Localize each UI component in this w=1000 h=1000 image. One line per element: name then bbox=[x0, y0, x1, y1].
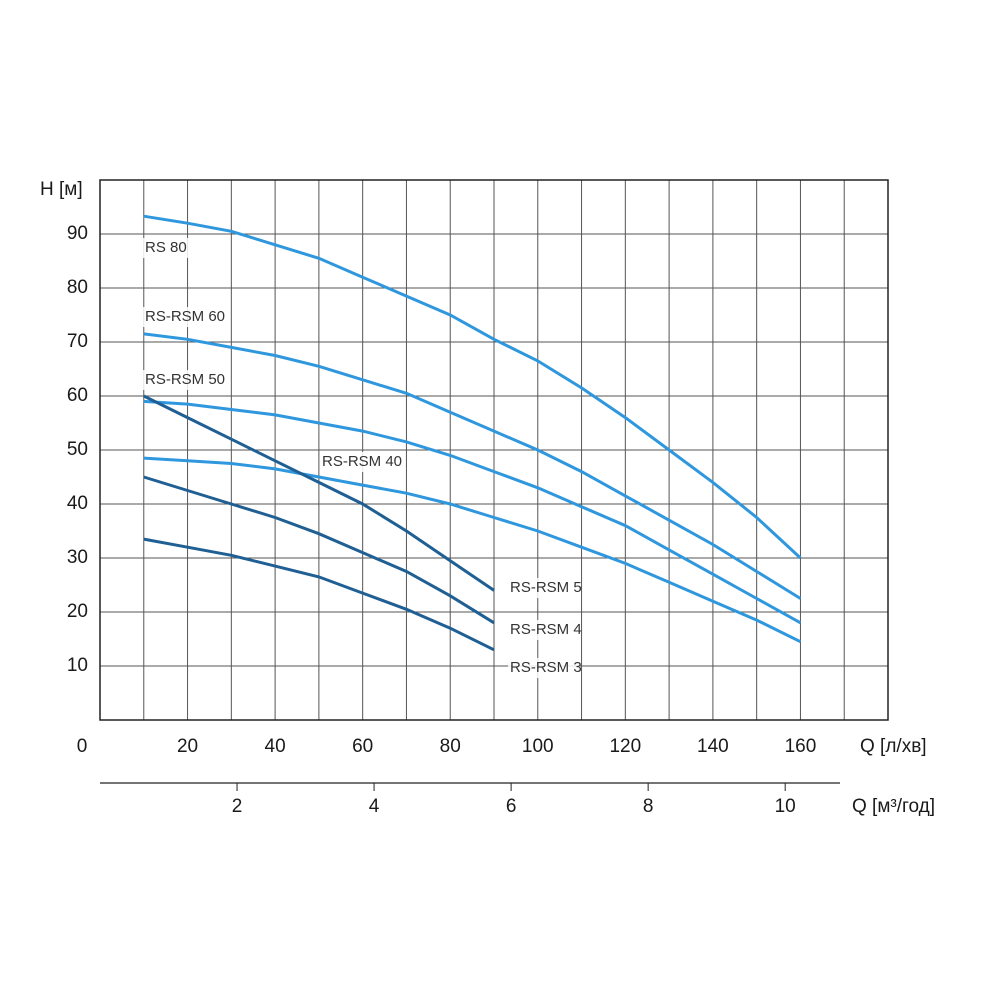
x2-tick-label: 4 bbox=[369, 796, 380, 817]
series-label: RS-RSM 4 bbox=[510, 621, 582, 638]
y-tick-label: 40 bbox=[67, 493, 88, 514]
series-label-bg bbox=[320, 452, 401, 472]
series-label-bg bbox=[143, 370, 224, 390]
series-label: RS 80 bbox=[145, 239, 187, 256]
series-label: RS-RSM 5 bbox=[510, 579, 582, 596]
series-label: RS-RSM 50 bbox=[145, 371, 225, 388]
plot-frame bbox=[99, 179, 889, 721]
x-tick-label: 80 bbox=[440, 736, 461, 757]
y-tick-label: 60 bbox=[67, 385, 88, 406]
series-line bbox=[143, 475, 495, 625]
series-line bbox=[143, 214, 802, 560]
x2-tick-label: 2 bbox=[232, 796, 243, 817]
series-line bbox=[143, 332, 802, 600]
x-tick-label: 60 bbox=[352, 736, 373, 757]
x-axis-label: Q [л/хв] bbox=[860, 736, 927, 757]
x-tick-label: 40 bbox=[265, 736, 286, 757]
y-tick-label: 50 bbox=[67, 439, 88, 460]
series-label-bg bbox=[143, 307, 224, 327]
series-line bbox=[143, 456, 802, 644]
series-label-bg bbox=[508, 658, 580, 678]
x-tick-label: 120 bbox=[609, 736, 641, 757]
series-label: RS-RSM 3 bbox=[510, 659, 582, 676]
y-tick-label: 20 bbox=[67, 601, 88, 622]
x-tick-label: 0 bbox=[77, 736, 88, 757]
y-tick-label: 80 bbox=[67, 277, 88, 298]
y-tick-label: 10 bbox=[67, 655, 88, 676]
series-label-bg bbox=[143, 238, 190, 258]
series-line bbox=[143, 399, 802, 625]
x-tick-label: 160 bbox=[785, 736, 817, 757]
x-tick-label: 140 bbox=[697, 736, 729, 757]
series-label-bg bbox=[508, 620, 580, 640]
y-tick-label: 90 bbox=[67, 223, 88, 244]
x2-tick-label: 10 bbox=[775, 796, 796, 817]
series-label: RS-RSM 40 bbox=[322, 453, 402, 470]
x2-tick-label: 8 bbox=[643, 796, 654, 817]
series-line bbox=[143, 394, 495, 592]
y-tick-label: 30 bbox=[67, 547, 88, 568]
y-axis-label: H [м] bbox=[40, 179, 83, 200]
series-line bbox=[143, 537, 495, 652]
x-tick-label: 20 bbox=[177, 736, 198, 757]
x2-axis-label: Q [м³/год] bbox=[852, 796, 935, 817]
series-label: RS-RSM 60 bbox=[145, 308, 225, 325]
series-label-bg bbox=[508, 578, 580, 598]
x2-tick-label: 6 bbox=[506, 796, 517, 817]
y-tick-label: 70 bbox=[67, 331, 88, 352]
x-tick-label: 100 bbox=[522, 736, 554, 757]
